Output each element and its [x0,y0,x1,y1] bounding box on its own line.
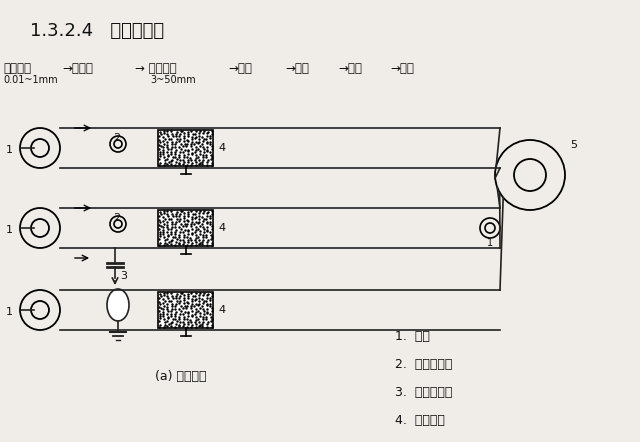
Text: 4.  中长玻纤: 4. 中长玻纤 [395,414,445,427]
Text: 4: 4 [218,143,225,153]
Text: → 短切玻纤: → 短切玻纤 [135,62,177,75]
Text: 3.  静电发生器: 3. 静电发生器 [395,386,452,399]
Text: 5: 5 [570,140,577,150]
Bar [158,130,213,166]
Ellipse shape [107,289,129,321]
Text: 1.  玻纤: 1. 玻纤 [395,330,430,343]
Text: 4: 4 [218,223,225,233]
Text: 2.  静电摩擦辊: 2. 静电摩擦辊 [395,358,452,371]
Text: 3~50mm: 3~50mm [150,75,196,85]
Text: (a) 静电吸附: (a) 静电吸附 [155,370,207,383]
Text: →带静电: →带静电 [62,62,93,75]
Bar [158,292,213,328]
Bar [158,210,213,246]
Text: 塑料薄膜: 塑料薄膜 [3,62,31,75]
Text: 2: 2 [113,213,120,223]
Text: 1: 1 [6,307,13,317]
Text: →层合: →层合 [228,62,252,75]
Text: 3: 3 [120,271,127,281]
Text: →冷却: →冷却 [338,62,362,75]
Text: 1: 1 [6,225,13,235]
Text: 1: 1 [6,145,13,155]
Text: 4: 4 [218,305,225,315]
Text: 2: 2 [113,133,120,143]
Text: →片材: →片材 [390,62,414,75]
Text: 1: 1 [487,238,493,248]
Text: →热压: →热压 [285,62,309,75]
Text: 0.01~1mm: 0.01~1mm [3,75,58,85]
Text: 1.3.2.4   静电吸附法: 1.3.2.4 静电吸附法 [30,22,164,40]
